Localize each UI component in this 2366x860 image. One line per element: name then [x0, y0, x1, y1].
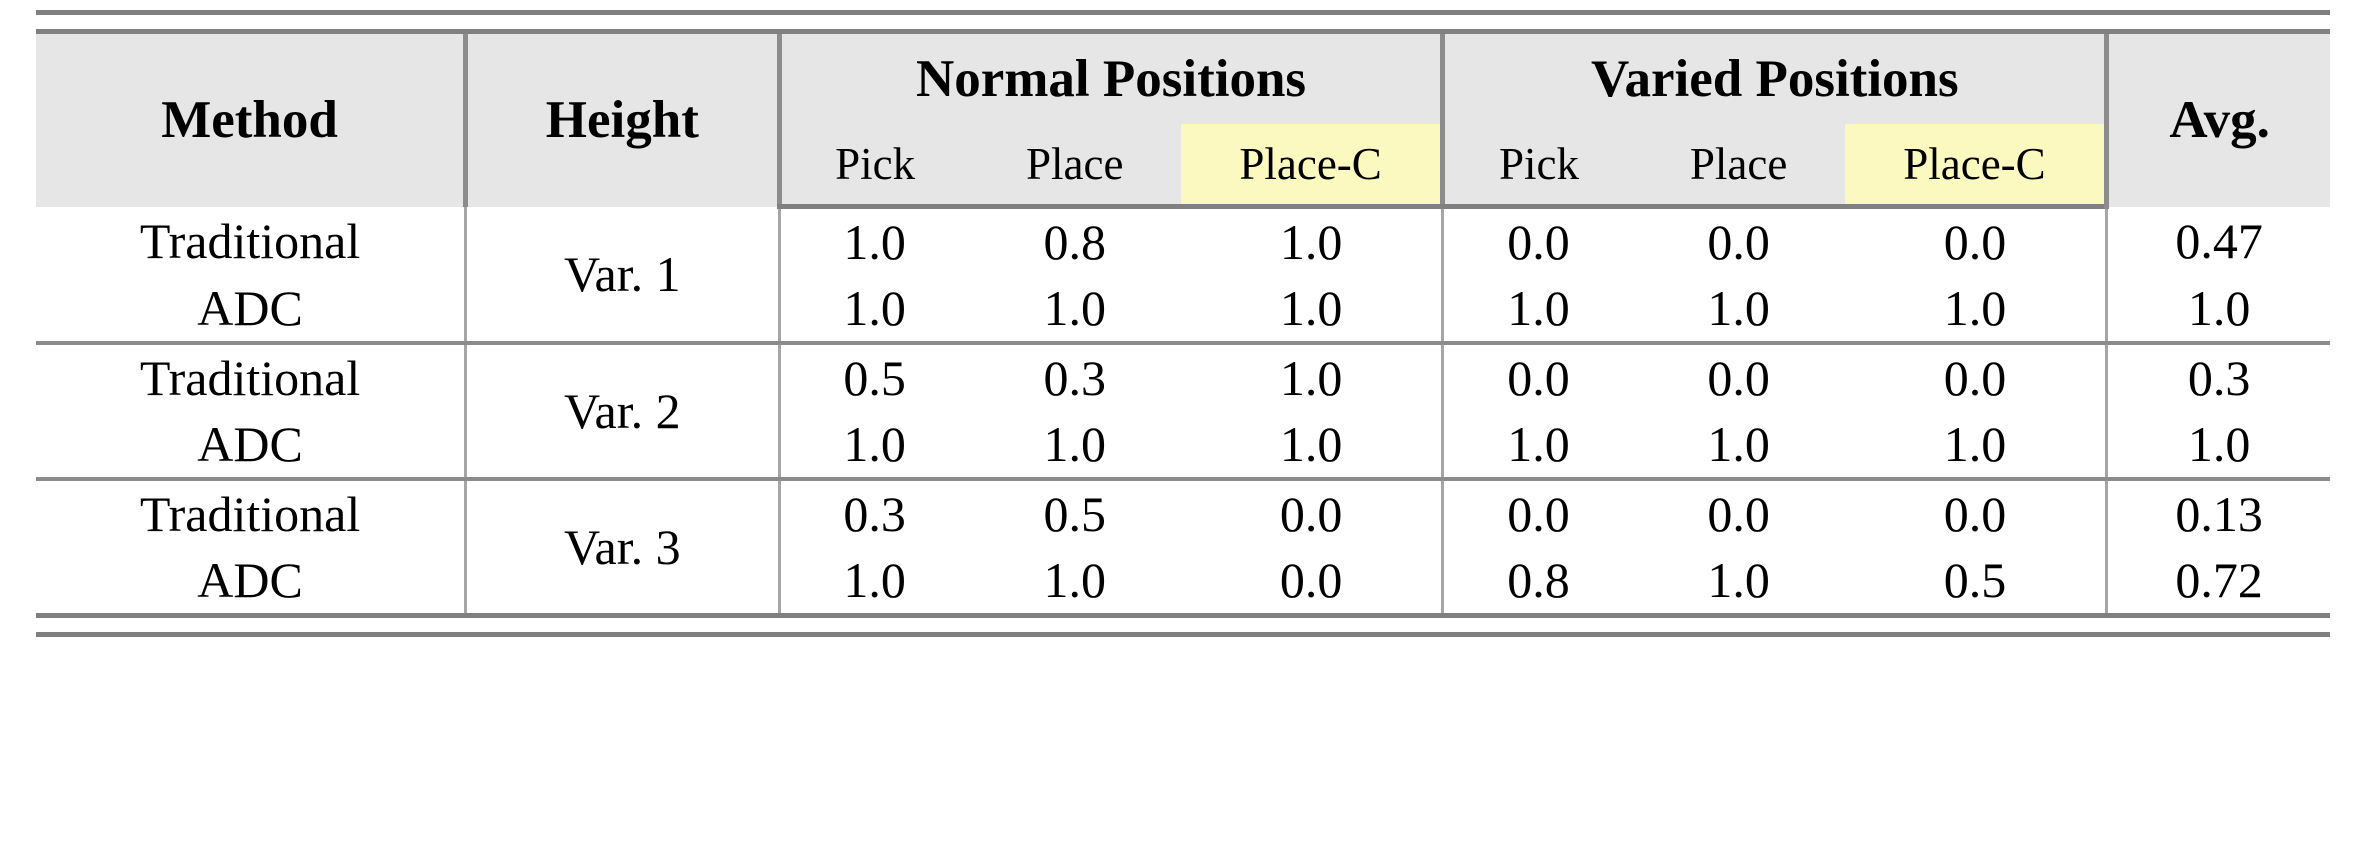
- cell-varied-pick: 0.8: [1441, 547, 1633, 616]
- cell-varied-place: 1.0: [1632, 411, 1845, 479]
- cell-method: Traditional: [36, 477, 466, 547]
- header-varied-place: Place: [1632, 124, 1845, 209]
- bottom-rule-gap: [36, 618, 2330, 635]
- table-footer: [36, 613, 2330, 639]
- table-row: ADC 1.0 1.0 1.0 1.0 1.0 1.0 1.0: [36, 275, 2330, 343]
- cell-varied-place-c: 0.0: [1844, 341, 2107, 411]
- table-row: ADC 1.0 1.0 1.0 1.0 1.0 1.0 1.0: [36, 411, 2330, 479]
- cell-normal-pick: 0.5: [777, 341, 969, 411]
- cell-normal-place-c: 1.0: [1180, 341, 1443, 411]
- top-rule-gap: [36, 15, 2330, 32]
- cell-normal-place-c: 0.0: [1180, 477, 1443, 547]
- cell-method: ADC: [36, 411, 466, 479]
- header-method: Method: [36, 29, 466, 207]
- cell-avg: 0.13: [2105, 477, 2330, 547]
- cell-varied-place-c: 0.0: [1844, 477, 2107, 547]
- cell-varied-pick: 1.0: [1441, 411, 1633, 479]
- cell-avg: 0.3: [2105, 341, 2330, 411]
- table-header: Method Height Normal Positions Varied Po…: [36, 10, 2330, 209]
- bottom-rule-outer: [36, 632, 2330, 639]
- cell-normal-place: 0.3: [968, 341, 1181, 411]
- cell-varied-place: 0.0: [1632, 477, 1845, 547]
- cell-normal-place: 0.5: [968, 477, 1181, 547]
- cell-normal-place: 1.0: [968, 411, 1181, 479]
- cell-normal-pick: 1.0: [777, 411, 969, 479]
- cell-varied-place: 1.0: [1632, 547, 1845, 616]
- cell-method: Traditional: [36, 206, 466, 275]
- cell-normal-place-c: 1.0: [1180, 206, 1443, 275]
- cell-varied-place-c: 1.0: [1844, 275, 2107, 343]
- table-row: Traditional Var. 2 0.5 0.3 1.0 0.0 0.0 0…: [36, 341, 2330, 479]
- cell-varied-place: 1.0: [1632, 275, 1845, 343]
- cell-normal-pick: 0.3: [777, 477, 969, 547]
- top-rule-outer: [36, 10, 2330, 17]
- bottom-rule-inner: [36, 613, 2330, 620]
- header-varied-place-c: Place-C: [1844, 124, 2107, 209]
- header-normal-pick: Pick: [776, 124, 969, 209]
- table-row: Traditional Var. 3 0.3 0.5 0.0 0.0 0.0 0…: [36, 477, 2330, 616]
- header-group-varied-positions: Varied Positions: [1440, 29, 2107, 124]
- cell-normal-place-c: 1.0: [1180, 275, 1443, 343]
- results-table-container: Method Height Normal Positions Varied Po…: [36, 10, 2330, 639]
- cell-normal-place: 1.0: [968, 275, 1181, 343]
- cell-normal-pick: 1.0: [777, 206, 969, 275]
- header-height: Height: [463, 29, 780, 207]
- cell-varied-place: 0.0: [1632, 206, 1845, 275]
- cell-height: Var. 1: [464, 206, 780, 343]
- cell-varied-place-c: 0.0: [1844, 206, 2107, 275]
- header-normal-place: Place: [968, 124, 1181, 209]
- cell-varied-pick: 0.0: [1441, 206, 1633, 275]
- cell-normal-place-c: 1.0: [1180, 411, 1443, 479]
- cell-avg: 0.72: [2105, 547, 2330, 616]
- header-group-normal-positions: Normal Positions: [776, 29, 1443, 124]
- cell-normal-place: 1.0: [968, 547, 1181, 616]
- cell-method: ADC: [36, 547, 466, 616]
- cell-normal-place: 0.8: [968, 206, 1181, 275]
- cell-normal-place-c: 0.0: [1180, 547, 1443, 616]
- cell-avg: 1.0: [2105, 411, 2330, 479]
- cell-height: Var. 3: [464, 477, 780, 616]
- cell-varied-pick: 1.0: [1441, 275, 1633, 343]
- table-row: ADC 1.0 1.0 0.0 0.8 1.0 0.5 0.72: [36, 547, 2330, 616]
- cell-varied-place: 0.0: [1632, 341, 1845, 411]
- cell-method: Traditional: [36, 341, 466, 411]
- cell-varied-pick: 0.0: [1441, 477, 1633, 547]
- table-row: Traditional Var. 1 1.0 0.8 1.0 0.0 0.0 0…: [36, 206, 2330, 343]
- cell-normal-pick: 1.0: [777, 275, 969, 343]
- cell-avg: 1.0: [2105, 275, 2330, 343]
- header-avg: Avg.: [2104, 29, 2330, 207]
- cell-varied-place-c: 1.0: [1844, 411, 2107, 479]
- header-row-groups: Method Height Normal Positions Varied Po…: [36, 29, 2330, 207]
- cell-method: ADC: [36, 275, 466, 343]
- header-varied-pick: Pick: [1440, 124, 1633, 209]
- table-body: Traditional Var. 1 1.0 0.8 1.0 0.0 0.0 0…: [36, 206, 2330, 616]
- cell-height: Var. 2: [464, 341, 780, 479]
- cell-avg: 0.47: [2105, 206, 2330, 275]
- results-table: Method Height Normal Positions Varied Po…: [36, 10, 2330, 639]
- cell-varied-pick: 0.0: [1441, 341, 1633, 411]
- cell-varied-place-c: 0.5: [1844, 547, 2107, 616]
- header-normal-place-c: Place-C: [1180, 124, 1443, 209]
- cell-normal-pick: 1.0: [777, 547, 969, 616]
- header-row-subcolumns: Pick Place Place-C Pick Place Place-C: [36, 124, 2330, 209]
